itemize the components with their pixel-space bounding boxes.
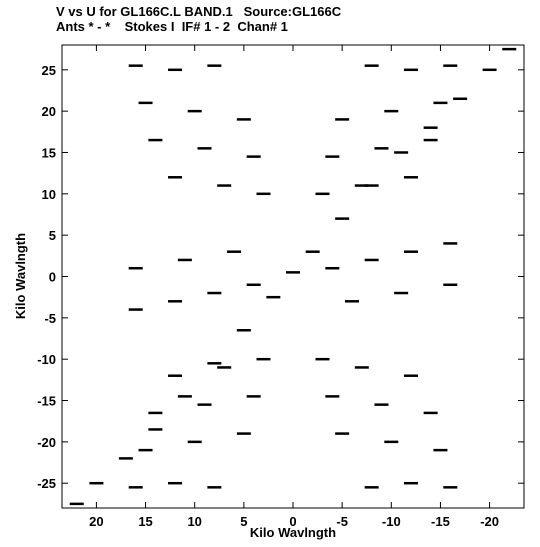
x-tick-label: 20 bbox=[89, 514, 103, 529]
y-tick-label: 5 bbox=[49, 228, 56, 243]
y-tick-label: 20 bbox=[42, 104, 56, 119]
x-tick-label: -20 bbox=[480, 514, 499, 529]
x-tick-label: 15 bbox=[138, 514, 152, 529]
x-tick-label: 5 bbox=[240, 514, 247, 529]
y-axis-title: Kilo Wavlngth bbox=[13, 233, 28, 319]
chart-subtitle: Ants * - * Stokes I IF# 1 - 2 Chan# 1 bbox=[56, 19, 288, 34]
y-tick-label: -10 bbox=[37, 352, 56, 367]
y-tick-label: -20 bbox=[37, 435, 56, 450]
x-tick-label: 0 bbox=[289, 514, 296, 529]
x-tick-label: -10 bbox=[382, 514, 401, 529]
y-tick-label: -5 bbox=[44, 311, 56, 326]
x-tick-label: -5 bbox=[336, 514, 348, 529]
x-tick-label: 10 bbox=[187, 514, 201, 529]
axis-ticks bbox=[62, 45, 524, 508]
x-axis-title: Kilo Wavlngth bbox=[250, 525, 336, 540]
plot-frame bbox=[61, 44, 525, 509]
data-points bbox=[69, 47, 517, 506]
x-tick-labels: 20 15 10 5 0 -5 -10 -15 -20 bbox=[89, 514, 499, 529]
y-tick-label: 10 bbox=[42, 187, 56, 202]
y-tick-label: 25 bbox=[42, 63, 56, 78]
y-tick-label: 0 bbox=[49, 270, 56, 285]
x-tick-label: -15 bbox=[431, 514, 450, 529]
y-tick-label: -25 bbox=[37, 476, 56, 491]
y-tick-labels: 25 20 15 10 5 0 -5 -10 -15 -20 -25 bbox=[37, 63, 56, 491]
y-tick-label: -15 bbox=[37, 394, 56, 409]
chart-title: V vs U for GL166C.L BAND.1 Source:GL166C bbox=[56, 4, 342, 19]
y-tick-label: 15 bbox=[42, 145, 56, 160]
